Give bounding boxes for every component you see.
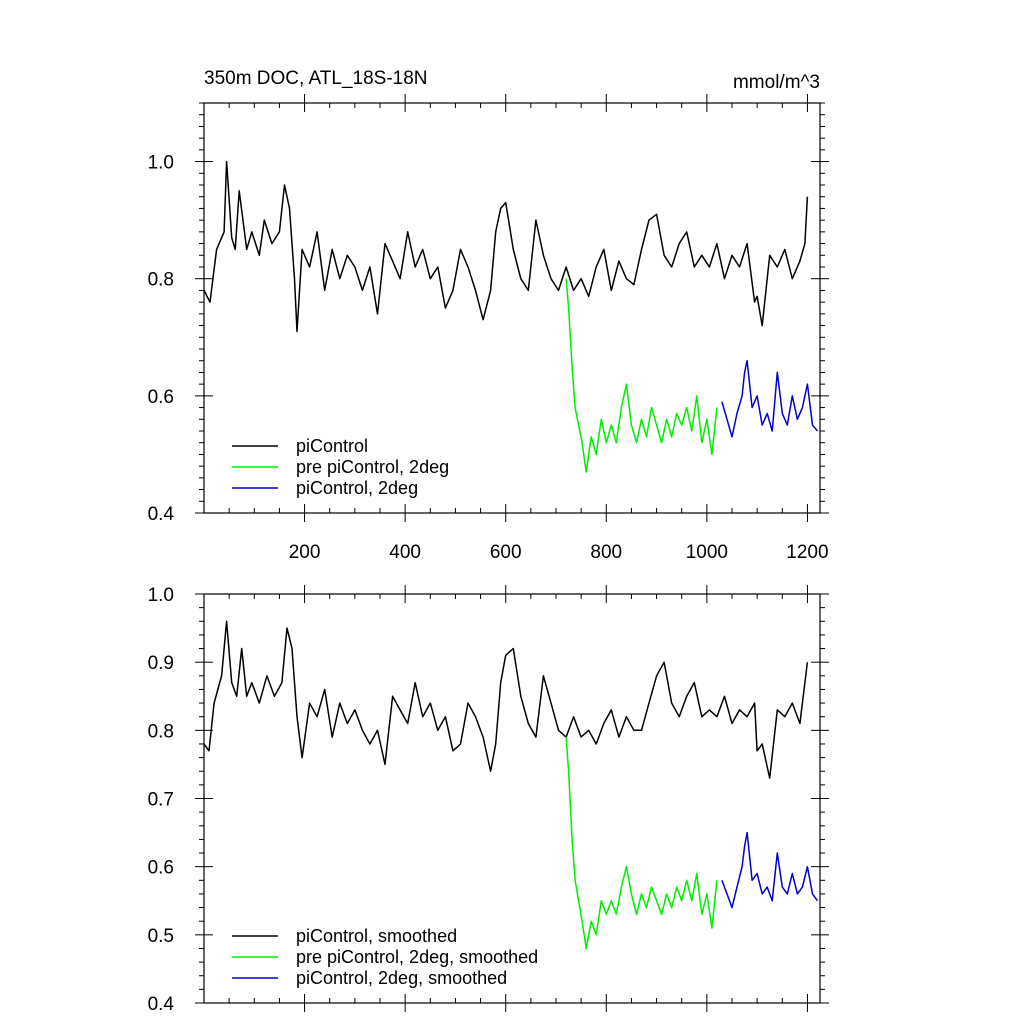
legend-label: pre piControl, 2deg, smoothed	[296, 947, 538, 967]
legend-label: piControl, 2deg	[296, 478, 418, 498]
x-tick-label: 600	[490, 542, 522, 563]
x-tick-label: 1200	[786, 542, 828, 563]
y-tick-label: 0.6	[148, 858, 174, 879]
y-tick-label: 0.4	[148, 994, 175, 1015]
top-panel: 200 400 600 800 1000 1200 0.4 0.6 0.8 1.0 piContro…	[148, 94, 829, 563]
legend-label: piControl, 2deg, smoothed	[296, 968, 507, 988]
y-tick-label: 0.8	[148, 270, 174, 291]
y-tick-label: 0.8	[148, 721, 174, 742]
bottom-panel: 0.4 0.5 0.6 0.7 0.8 0.9 1.0 piControl, smoothed…	[148, 585, 829, 1015]
legend-label: pre piControl, 2deg	[296, 457, 449, 477]
series-line	[565, 737, 718, 950]
y-tick-label: 0.9	[148, 653, 174, 674]
chart-title: 350m DOC, ATL_18S-18N	[204, 68, 428, 89]
series-line	[203, 620, 809, 779]
y-tick-label: 1.0	[148, 585, 174, 606]
y-tick-label: 0.7	[148, 790, 174, 811]
plot-frame	[203, 102, 821, 514]
series-line	[721, 359, 819, 438]
series-line	[721, 831, 819, 909]
legend-label: piControl	[296, 436, 368, 456]
y-tick-label: 0.5	[148, 926, 174, 947]
y-tick-label: 1.0	[148, 153, 174, 174]
x-tick-label: 800	[590, 542, 622, 563]
y-tick-label: 0.4	[148, 504, 175, 525]
legend-label: piControl, smoothed	[296, 926, 457, 946]
y-tick-label: 0.6	[148, 387, 174, 408]
x-tick-label: 400	[389, 542, 421, 563]
x-tick-label: 200	[289, 542, 321, 563]
x-tick-label: 1000	[686, 542, 728, 563]
series-line	[203, 160, 809, 333]
series-line	[565, 278, 718, 473]
units-label: mmol/m^3	[733, 72, 820, 93]
